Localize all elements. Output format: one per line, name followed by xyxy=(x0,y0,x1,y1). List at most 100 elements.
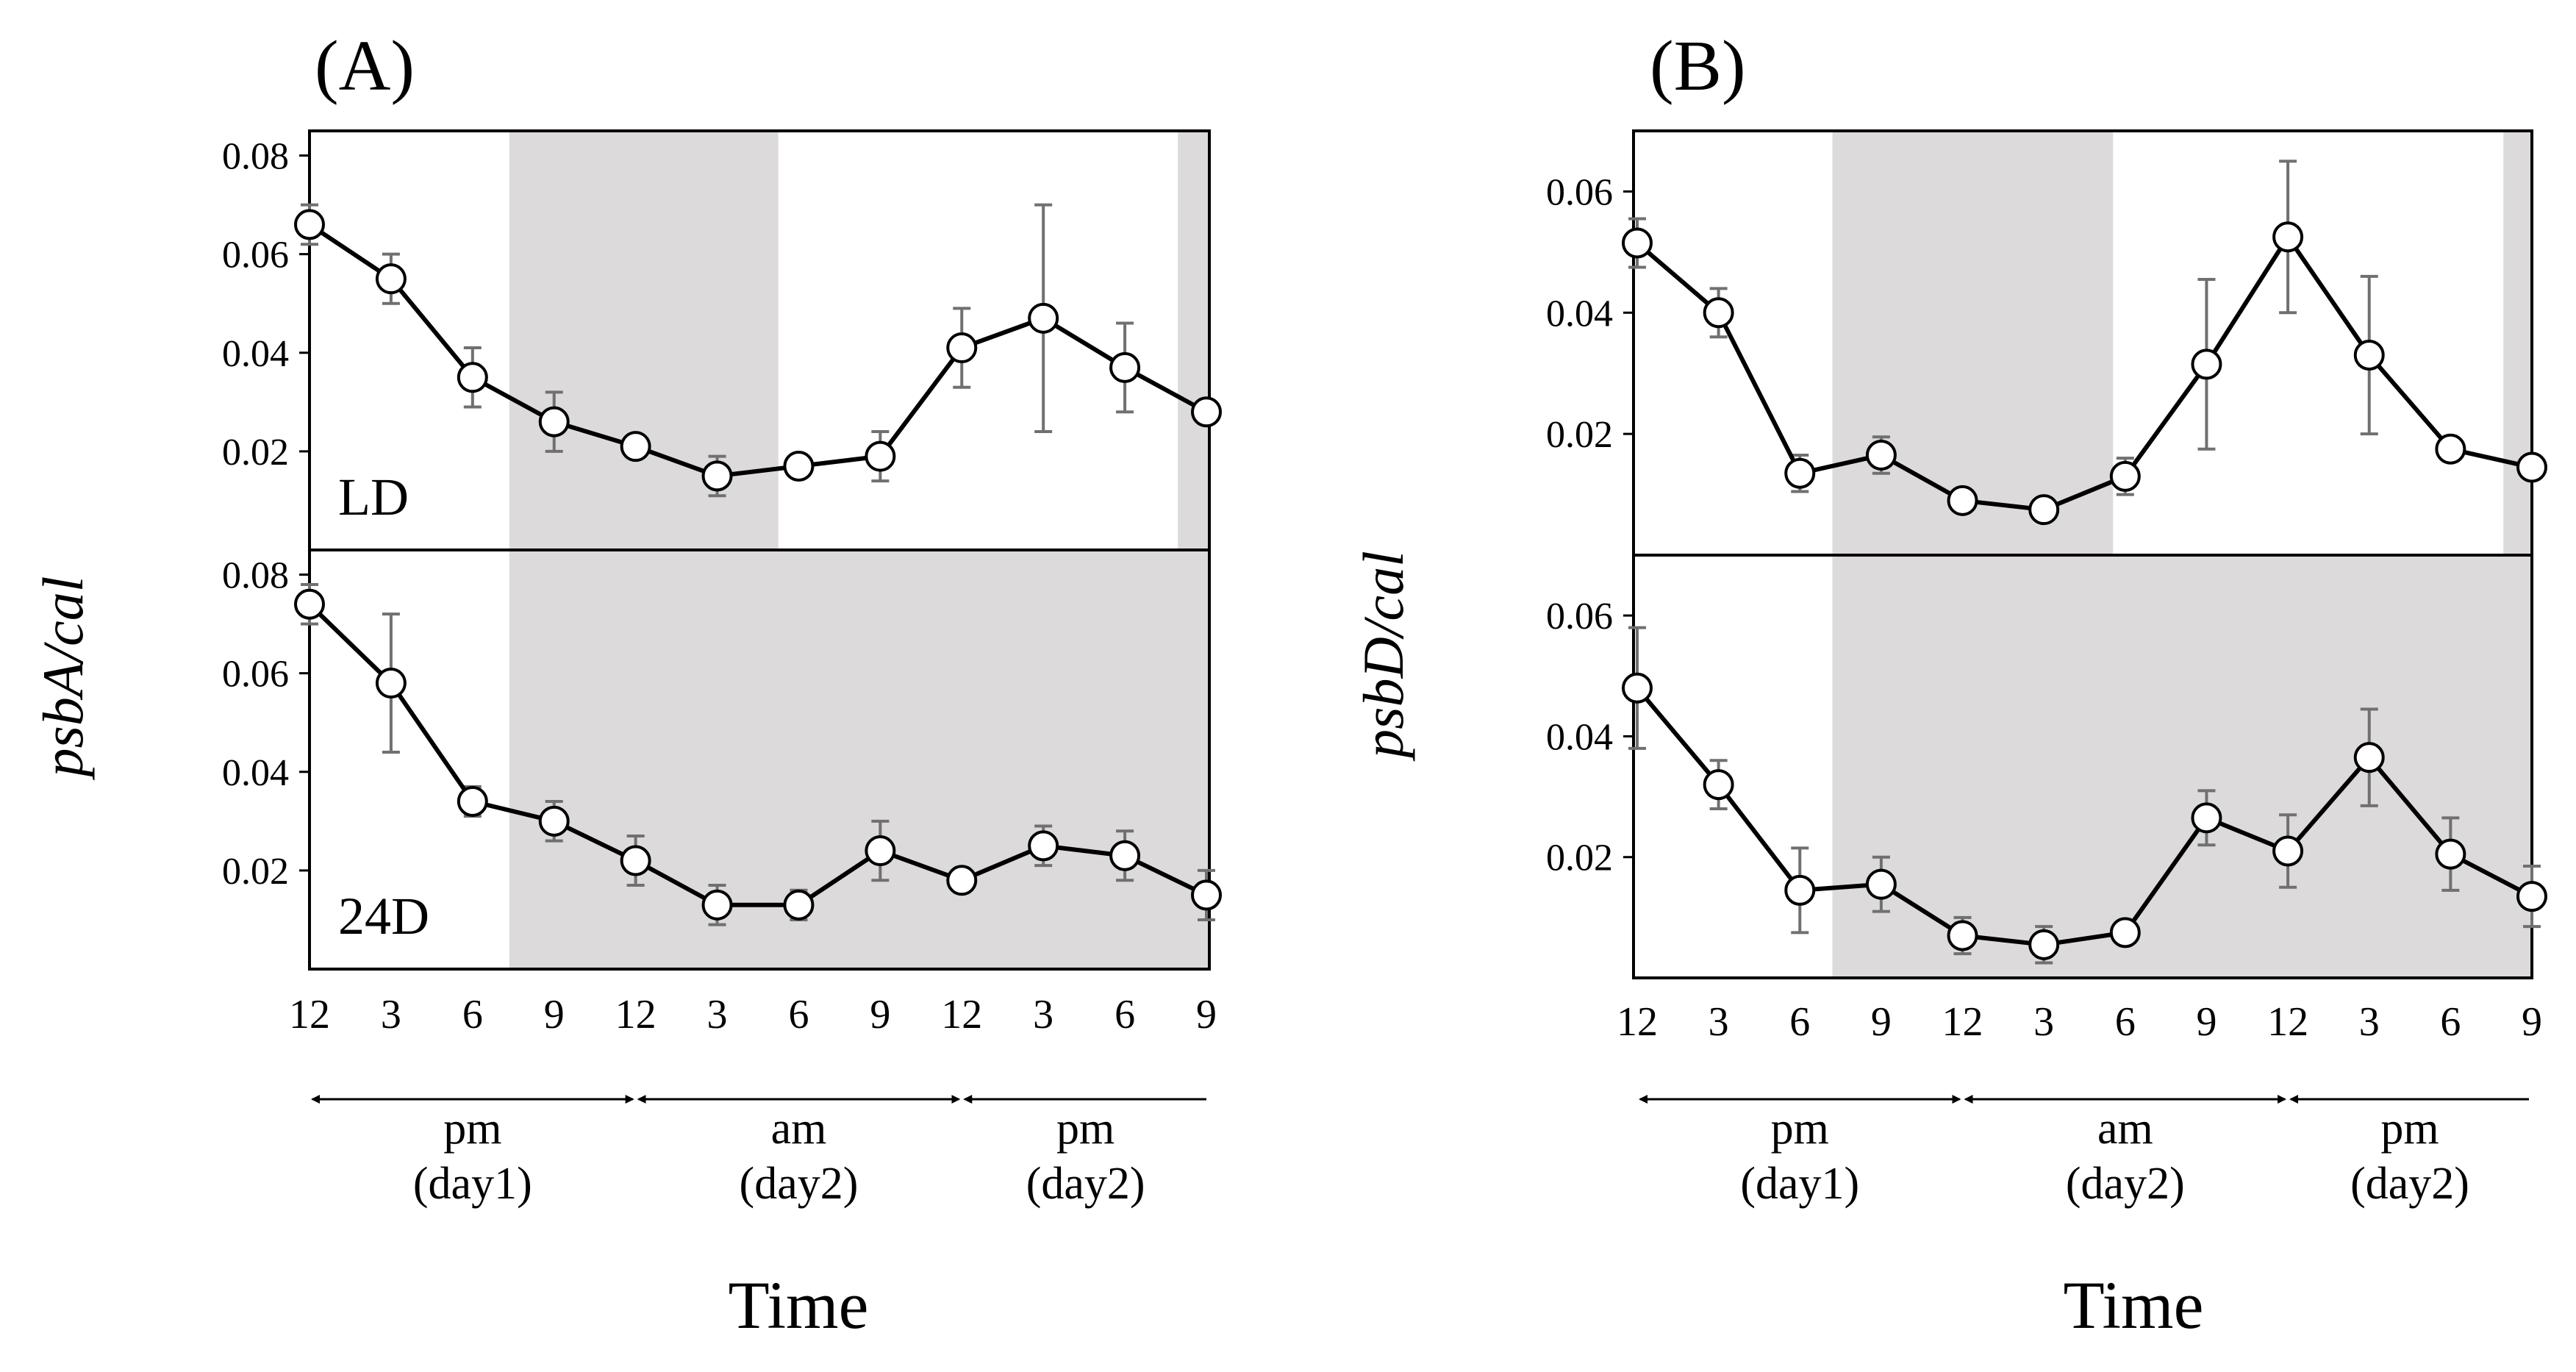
panel-b-bottom-data-point-7 xyxy=(2191,802,2222,834)
panel-a-top-data-point-1 xyxy=(375,263,407,295)
panel-b-top-data-point-2 xyxy=(1784,457,1816,489)
panel-a-letter: (A) xyxy=(315,26,415,106)
panel-b-bottom-data-point-11 xyxy=(2516,881,2547,912)
panel-b-xtick-label-3: 9 xyxy=(1871,999,1892,1045)
panel-a-top-data-point-7 xyxy=(865,440,896,472)
panel-a-x-axis-label: Time xyxy=(729,1268,869,1343)
panel-b-top-data-point-6 xyxy=(2109,460,2141,492)
panel-b-bottom-data-point-0 xyxy=(1622,672,1653,704)
panel-a-xtick-label-9: 3 xyxy=(1033,992,1053,1037)
panel-b-top-data-point-11 xyxy=(2516,451,2547,483)
panel-a-top-ytick-label-3: 0.08 xyxy=(222,136,289,178)
panel-b-bottom-data-point-1 xyxy=(1703,769,1734,801)
panel-b-y-gene: psbD xyxy=(1351,637,1415,762)
panel-a-bottom-data-point-5 xyxy=(701,889,733,921)
panel-b-period-sub-1: (day2) xyxy=(2066,1159,2185,1209)
panel-a-top-data-point-10 xyxy=(1109,351,1141,383)
panel-b-xtick-label-6: 6 xyxy=(2115,999,2136,1045)
panel-a-bottom-data-point-9 xyxy=(1028,830,1059,862)
panel-a-top-data-point-2 xyxy=(457,362,488,393)
panel-b-bottom-frame xyxy=(1632,554,2533,979)
panel-a-bottom-dark-period-0 xyxy=(509,550,1209,969)
panel-a-bottom-ytick-label-0: 0.02 xyxy=(222,851,289,893)
panel-b-xtick-label-4: 12 xyxy=(1942,999,1983,1045)
panel-b-bottom-data-point-3 xyxy=(1865,868,1897,900)
panel-b-bottom-series-line xyxy=(1635,686,2533,947)
panel-a-xtick-label-10: 6 xyxy=(1115,992,1135,1037)
panel-a-y-gene: psbA xyxy=(31,662,95,780)
panel-a-bottom-data-point-3 xyxy=(538,805,570,837)
panel-a-xtick-label-0: 12 xyxy=(289,992,330,1037)
panel-a-bottom-data-point-7 xyxy=(865,835,896,867)
panel-b-xtick-label-10: 6 xyxy=(2440,999,2461,1045)
panel-b-bottom-data-point-9 xyxy=(2353,742,2385,773)
panel-a-bottom-data-point-11 xyxy=(1191,879,1222,911)
panel-a-xtick-label-5: 3 xyxy=(707,992,728,1037)
panel-b-top-dark-period-1 xyxy=(2503,131,2532,555)
panel-a-top-ytick-label-1: 0.04 xyxy=(222,333,289,375)
panel-a-top-data-point-5 xyxy=(701,460,733,492)
panel-a-top-data-point-0 xyxy=(294,209,325,240)
panel-a-y-axis-label: psbA/cal xyxy=(31,576,95,781)
panel-b-bottom-data-point-4 xyxy=(1947,920,1978,951)
panel-b-x-axis-label: Time xyxy=(2064,1268,2204,1343)
panel-a-top-series-line xyxy=(308,222,1208,479)
panel-b-period-label-2: pm xyxy=(2380,1104,2439,1154)
panel-b-top-data-point-10 xyxy=(2435,433,2466,465)
panel-a-x-axis: 12 3 6 9 12 3 6 9 12 3 6 9pm(day1)am(day2)pm(day2) xyxy=(289,992,1217,1209)
panel-b-bottom-ytick-label-0: 0.02 xyxy=(1546,837,1613,879)
panel-a-bottom-ytick-label-1: 0.04 xyxy=(222,752,289,794)
panel-b-bottom-plot: 0.02 0.04 0.06 xyxy=(1546,554,2547,979)
panel-a-period-label-0: pm xyxy=(443,1104,501,1154)
panel-a-top-dark-period-1 xyxy=(1178,131,1209,550)
panel-b-top-data-point-7 xyxy=(2191,349,2222,380)
panel-b-top-data-point-4 xyxy=(1947,485,1978,516)
panel-a-bottom-data-point-0 xyxy=(294,588,325,620)
panel-a-xtick-label-2: 6 xyxy=(462,992,483,1037)
panel-a-top-data-point-9 xyxy=(1028,302,1059,334)
panel-a-y-ref: cal xyxy=(31,576,95,646)
panel-b-period-sub-2: (day2) xyxy=(2350,1159,2469,1209)
panel-a-period-sub-0: (day1) xyxy=(413,1159,532,1209)
panel-b-top-data-point-1 xyxy=(1703,297,1734,329)
panel-a-xtick-label-6: 6 xyxy=(788,992,809,1037)
panel-a-top-data-point-3 xyxy=(538,406,570,437)
panel-a-bottom-condition: 24D xyxy=(338,887,429,946)
panel-b-top-ytick-label-2: 0.06 xyxy=(1546,171,1613,213)
panel-a-xtick-label-7: 9 xyxy=(870,992,890,1037)
panel-b: (B) psbD/cal 0.02 0.04 0.06 0.02 0.04 0.06 1… xyxy=(1351,26,2547,1343)
panel-a-top-ytick-label-0: 0.02 xyxy=(222,432,289,474)
panel-b-xtick-label-5: 3 xyxy=(2033,999,2054,1045)
panel-a-bottom-data-point-6 xyxy=(783,889,815,921)
panel-a-bottom-data-point-4 xyxy=(620,845,651,876)
panel-b-letter: (B) xyxy=(1650,26,1746,106)
panel-b-bottom-dark-period-0 xyxy=(1832,555,2532,978)
panel-b-top-plot: 0.02 0.04 0.06 xyxy=(1546,129,2547,557)
panel-b-period-label-0: pm xyxy=(1771,1104,1829,1154)
panel-b-top-data-point-8 xyxy=(2272,221,2304,253)
panel-b-top-data-point-0 xyxy=(1622,227,1653,259)
panel-a-top-condition: LD xyxy=(338,468,409,526)
panel-b-xtick-label-7: 9 xyxy=(2196,999,2217,1045)
panel-b-y-ref: cal xyxy=(1351,551,1415,621)
panel-a-bottom-plot: 0.02 0.04 0.06 0.08 xyxy=(222,549,1222,971)
panel-b-bottom-data-point-10 xyxy=(2435,838,2466,870)
panel-a-bottom-frame xyxy=(308,549,1211,971)
panel-a-bottom-ytick-label-2: 0.06 xyxy=(222,654,289,696)
panel-a-top-data-point-8 xyxy=(946,332,978,364)
panel-a-bottom-data-point-8 xyxy=(946,865,978,896)
panel-b-period-sub-0: (day1) xyxy=(1740,1159,1859,1209)
panel-b-top-ytick-label-1: 0.04 xyxy=(1546,293,1613,335)
panel-a-bottom-ytick-label-3: 0.08 xyxy=(222,555,289,597)
panel-b-period-label-1: am xyxy=(2097,1104,2153,1154)
panel-b-bottom-data-point-2 xyxy=(1784,874,1816,906)
panel-b-y-axis-label: psbD/cal xyxy=(1351,551,1415,762)
panel-b-xtick-label-2: 6 xyxy=(1789,999,1810,1045)
panel-a-period-label-2: pm xyxy=(1056,1104,1115,1154)
panel-b-top-data-point-5 xyxy=(2028,494,2060,526)
panel-b-top-data-point-3 xyxy=(1865,439,1897,471)
panel-a-top-data-point-4 xyxy=(620,431,651,462)
panel-a-top-dark-period-0 xyxy=(509,131,779,550)
panel-b-top-dark-period-0 xyxy=(1832,131,2114,555)
